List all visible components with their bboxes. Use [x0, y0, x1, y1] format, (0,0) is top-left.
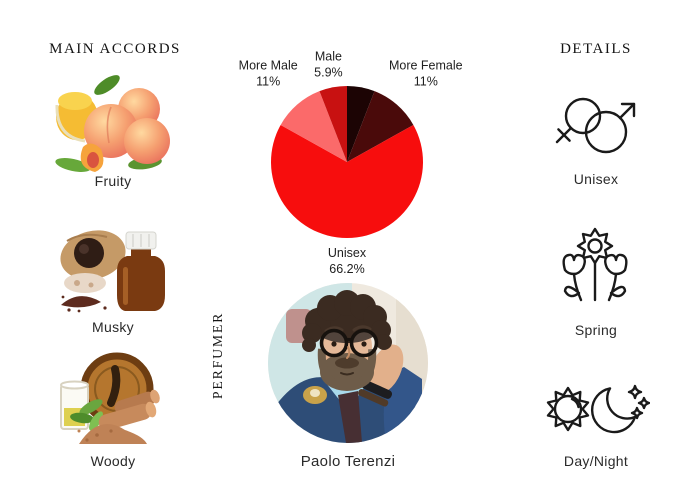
- perfumer-photo: [268, 283, 428, 443]
- detail-label-unisex: Unisex: [573, 171, 619, 187]
- pie-slice-more-female: [347, 91, 414, 162]
- peaches-icon: [55, 75, 170, 172]
- accord-label-woody: Woody: [90, 453, 136, 469]
- accord-label-fruity: Fruity: [94, 173, 132, 189]
- pie-label-unisex: Unisex 66.2%: [328, 246, 367, 276]
- spring-flowers-icon: [562, 227, 628, 302]
- main-accords-heading: MAIN ACCORDS: [49, 41, 181, 57]
- pie-label-male: Male 5.9%: [314, 50, 343, 80]
- sandalwood-icon: [60, 352, 160, 444]
- pie-label-more-male: More Male 11%: [239, 59, 298, 89]
- accord-label-musky: Musky: [92, 319, 134, 335]
- perfumer-heading: PERFUMER: [210, 311, 225, 399]
- pie-slice-unisex: [271, 124, 423, 238]
- gender-pie-chart: More Female 11% Unisex 66.2% More Male 11% Mal…: [239, 50, 463, 276]
- detail-label-daynight: Day/Night: [563, 453, 629, 469]
- perfumer-name: Paolo Terenzi: [300, 453, 396, 470]
- musk-bottle-icon: [60, 230, 165, 313]
- pie-slice-male: [319, 86, 347, 162]
- details-heading: DETAILS: [560, 41, 632, 57]
- pie-slice-female: [347, 86, 375, 162]
- pie-label-more-female: More Female 11%: [389, 59, 463, 89]
- pie-slice-more-male: [280, 91, 347, 162]
- detail-label-spring: Spring: [574, 322, 618, 338]
- unisex-gender-icon: [555, 97, 636, 154]
- sun-moon-icon: [546, 384, 650, 434]
